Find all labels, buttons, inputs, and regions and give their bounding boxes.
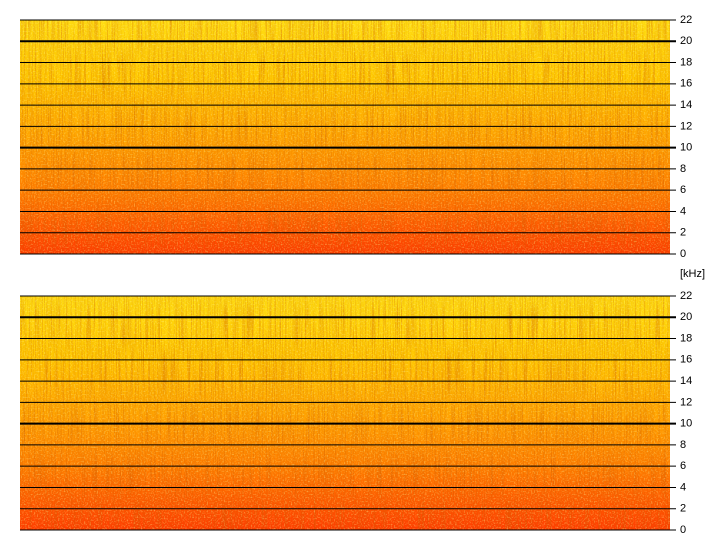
y-tick-label: 12 [680, 396, 692, 408]
y-tick-label: 0 [680, 524, 686, 536]
spectrogram-speckle [20, 20, 670, 254]
y-tick-label: 6 [680, 184, 686, 196]
y-tick-label: 16 [680, 354, 692, 366]
y-tick-label: 10 [680, 142, 692, 154]
y-tick-label: 20 [680, 311, 692, 323]
y-tick-label: 22 [680, 14, 692, 26]
y-tick-label: 8 [680, 439, 686, 451]
spectrogram-speckle [20, 296, 670, 530]
y-tick-label: 0 [680, 248, 686, 260]
y-tick-label: 4 [680, 481, 686, 493]
y-tick-label: 8 [680, 163, 686, 175]
y-tick-label: 14 [680, 99, 692, 111]
y-tick-label: 10 [680, 418, 692, 430]
y-tick-label: 2 [680, 227, 686, 239]
y-tick-label: 12 [680, 120, 692, 132]
y-tick-label: 6 [680, 460, 686, 472]
y-tick-label: 14 [680, 375, 692, 387]
y-axis-label: [kHz] [680, 268, 705, 280]
y-tick-label: 4 [680, 205, 686, 217]
y-tick-label: 22 [680, 290, 692, 302]
y-tick-label: 20 [680, 35, 692, 47]
y-tick-label: 16 [680, 78, 692, 90]
y-tick-label: 18 [680, 332, 692, 344]
y-tick-label: 2 [680, 503, 686, 515]
y-tick-label: 18 [680, 56, 692, 68]
